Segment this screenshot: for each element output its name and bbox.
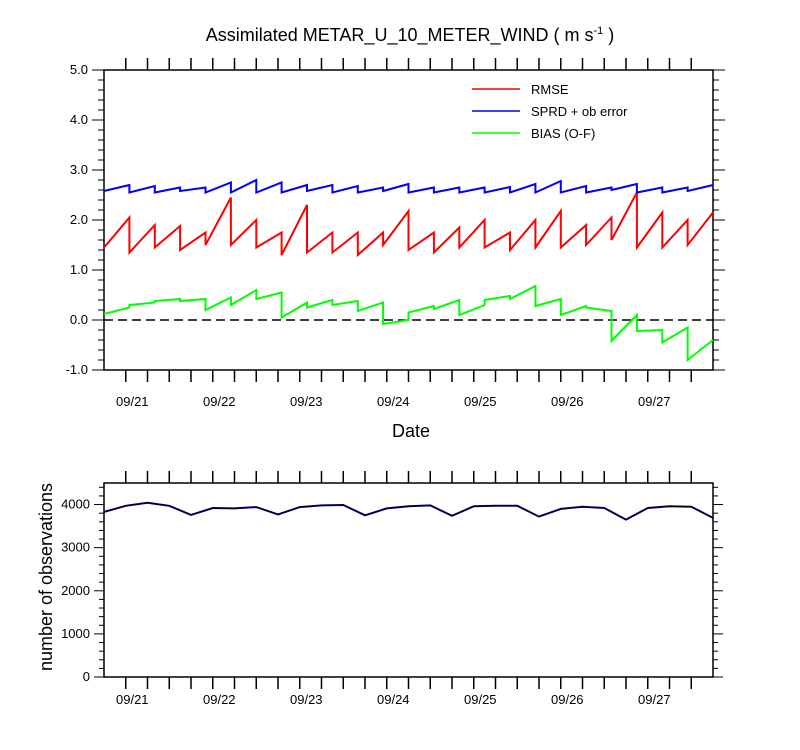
- top-x-tick-label: 09/23: [290, 394, 323, 409]
- top-x-tick-label: 09/22: [203, 394, 236, 409]
- bottom-x-tick-label: 09/23: [290, 692, 323, 707]
- series-line-sprd-ob-error: [103, 178, 714, 195]
- legend-label-rmse: RMSE: [531, 82, 569, 97]
- bottom-y-tick-label: 4000: [61, 497, 90, 512]
- top-plot-area: 5.04.03.02.01.00.0-1.0 09/21 09/22 09/23 09…: [66, 58, 725, 441]
- bottom-x-tick-label: 09/25: [464, 692, 497, 707]
- bottom-y-tick-label: 0: [83, 669, 90, 684]
- bottom-y-tick-label: 2000: [61, 583, 90, 598]
- bottom-x-tick-label: 09/27: [638, 692, 671, 707]
- series-line-bias-o-f: [103, 284, 714, 363]
- observation-count-line-overlay: [103, 502, 714, 521]
- top-x-tick-label: 09/25: [464, 394, 497, 409]
- chart-title-close: ): [603, 25, 614, 45]
- chart-title-superscript: -1: [593, 25, 603, 37]
- x-axis-label: Date: [392, 421, 430, 441]
- series-line-rmse: [103, 192, 714, 258]
- top-series-group: [103, 178, 714, 363]
- top-x-tick-label: 09/27: [638, 394, 671, 409]
- top-y-tick-labels: 5.0 4.0 3.0 2.0 1.0 0.0 -1.0: [66, 62, 88, 377]
- top-y-tick-label: 3.0: [70, 162, 88, 177]
- bottom-x-tick-label: 09/24: [377, 692, 410, 707]
- bottom-x-tick-label: 09/21: [116, 692, 149, 707]
- bottom-plot-frame: [103, 482, 714, 678]
- top-axis-ticks: [92, 58, 725, 382]
- top-y-tick-label: 2.0: [70, 212, 88, 227]
- top-x-tick-label: 09/24: [377, 394, 410, 409]
- bottom-x-tick-label: 09/22: [203, 692, 236, 707]
- y-axis-label-observations: number of observations: [36, 483, 56, 671]
- bottom-series-group: [103, 501, 714, 521]
- legend-label-bias: BIAS (O-F): [531, 126, 595, 141]
- top-x-tick-label: 09/21: [116, 394, 149, 409]
- top-x-tick-label: 09/26: [551, 394, 584, 409]
- chart-title-main: Assimilated METAR_U_10_METER_WIND ( m s: [206, 25, 594, 46]
- bottom-y-tick-labels: 0 1000 2000 3000 4000: [61, 497, 90, 684]
- bottom-x-tick-label: 09/26: [551, 692, 584, 707]
- legend: RMSE SPRD + ob error BIAS (O-F): [472, 82, 628, 141]
- bottom-x-tick-labels: 09/21 09/22 09/23 09/24 09/25 09/26 09/27: [116, 692, 671, 707]
- top-y-tick-label: 5.0: [70, 62, 88, 77]
- bottom-y-tick-label: 1000: [61, 626, 90, 641]
- bottom-y-tick-label: 3000: [61, 540, 90, 555]
- top-x-tick-labels: 09/21 09/22 09/23 09/24 09/25 09/26 09/27: [116, 394, 671, 409]
- top-y-tick-label: 0.0: [70, 312, 88, 327]
- chart-title: Assimilated METAR_U_10_METER_WIND ( m s-…: [206, 25, 615, 46]
- bottom-axis-ticks: [94, 471, 723, 689]
- top-y-tick-label: 1.0: [70, 262, 88, 277]
- top-y-tick-label: 4.0: [70, 112, 88, 127]
- top-y-tick-label: -1.0: [66, 362, 88, 377]
- legend-label-sprd: SPRD + ob error: [531, 104, 628, 119]
